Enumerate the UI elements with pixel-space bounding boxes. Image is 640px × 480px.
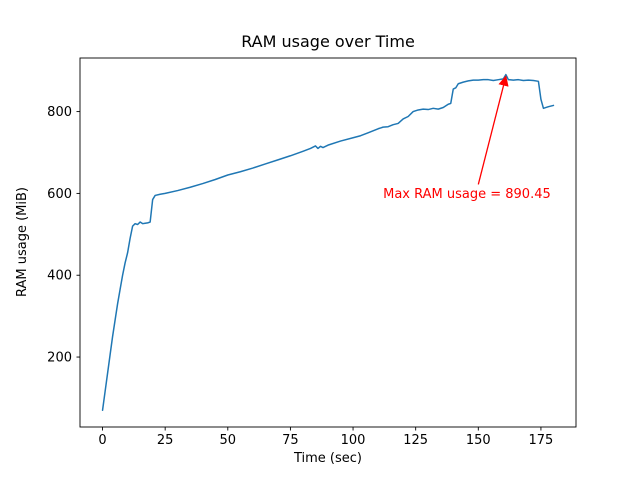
x-tick-label: 150 bbox=[466, 433, 491, 448]
y-tick-label: 400 bbox=[47, 269, 72, 284]
x-tick-label: 50 bbox=[220, 433, 237, 448]
y-tick-label: 800 bbox=[47, 105, 72, 120]
ram-usage-line bbox=[101, 73, 555, 411]
x-tick-label: 75 bbox=[282, 433, 299, 448]
max-annotation-arrow bbox=[477, 75, 509, 185]
x-tick-label: 100 bbox=[341, 433, 366, 448]
x-tick-label: 25 bbox=[157, 433, 174, 448]
plot-area: 0 25 50 75 100 125 150 175 200 400 600 800 Max RAM u… bbox=[47, 57, 577, 448]
max-annotation-text: Max RAM usage = 890.45 bbox=[383, 187, 551, 202]
y-axis-label: RAM usage (MiB) bbox=[15, 187, 30, 297]
x-tick-label: 0 bbox=[98, 433, 106, 448]
axes-frame bbox=[79, 57, 577, 428]
chart-title: RAM usage over Time bbox=[241, 32, 415, 51]
y-tick-label: 600 bbox=[47, 187, 72, 202]
x-tick-label: 175 bbox=[529, 433, 554, 448]
x-axis-label: Time (sec) bbox=[293, 451, 362, 466]
y-tick-label: 200 bbox=[47, 351, 72, 366]
x-tick-label: 125 bbox=[403, 433, 428, 448]
